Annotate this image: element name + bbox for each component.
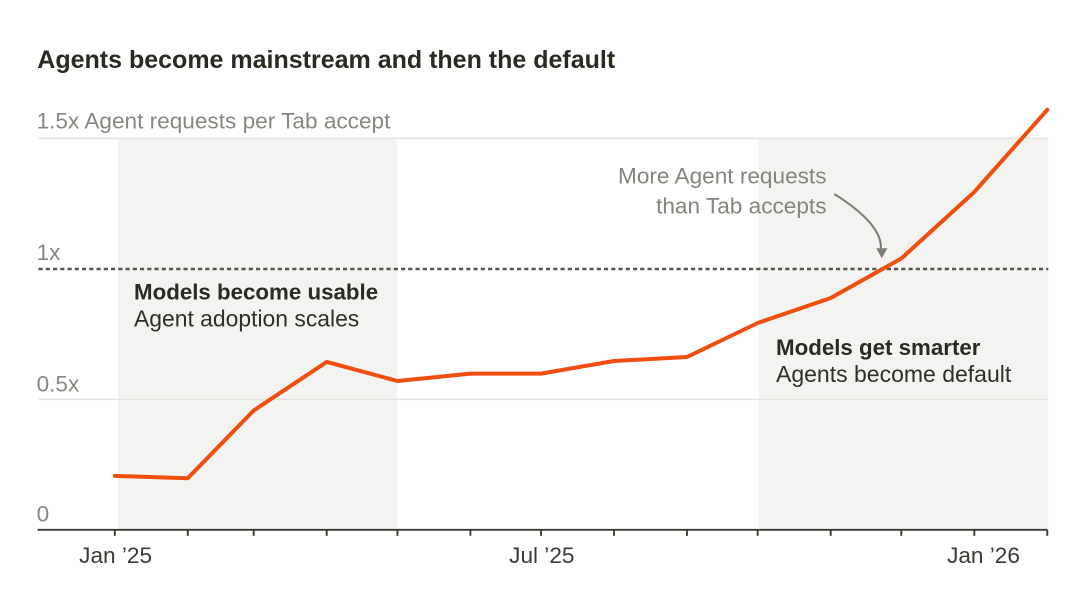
svg-text:Models become usable: Models become usable — [134, 280, 378, 305]
svg-text:1x: 1x — [37, 240, 62, 265]
svg-text:0: 0 — [37, 502, 50, 527]
svg-text:Agents become default: Agents become default — [776, 361, 1012, 387]
svg-text:Jan ’26: Jan ’26 — [947, 543, 1020, 568]
svg-text:Jan ’25: Jan ’25 — [79, 543, 152, 568]
svg-text:0.5x: 0.5x — [37, 372, 80, 397]
svg-text:More Agent requests: More Agent requests — [618, 163, 826, 188]
svg-text:Agents become mainstream and t: Agents become mainstream and then the de… — [37, 46, 616, 74]
svg-text:Models get smarter: Models get smarter — [776, 335, 981, 360]
svg-text:Jul ’25: Jul ’25 — [509, 543, 574, 568]
svg-text:than Tab accepts: than Tab accepts — [656, 194, 826, 219]
svg-text:1.5x Agent requests per Tab ac: 1.5x Agent requests per Tab accept — [37, 108, 392, 133]
svg-text:Agent adoption scales: Agent adoption scales — [134, 306, 359, 332]
